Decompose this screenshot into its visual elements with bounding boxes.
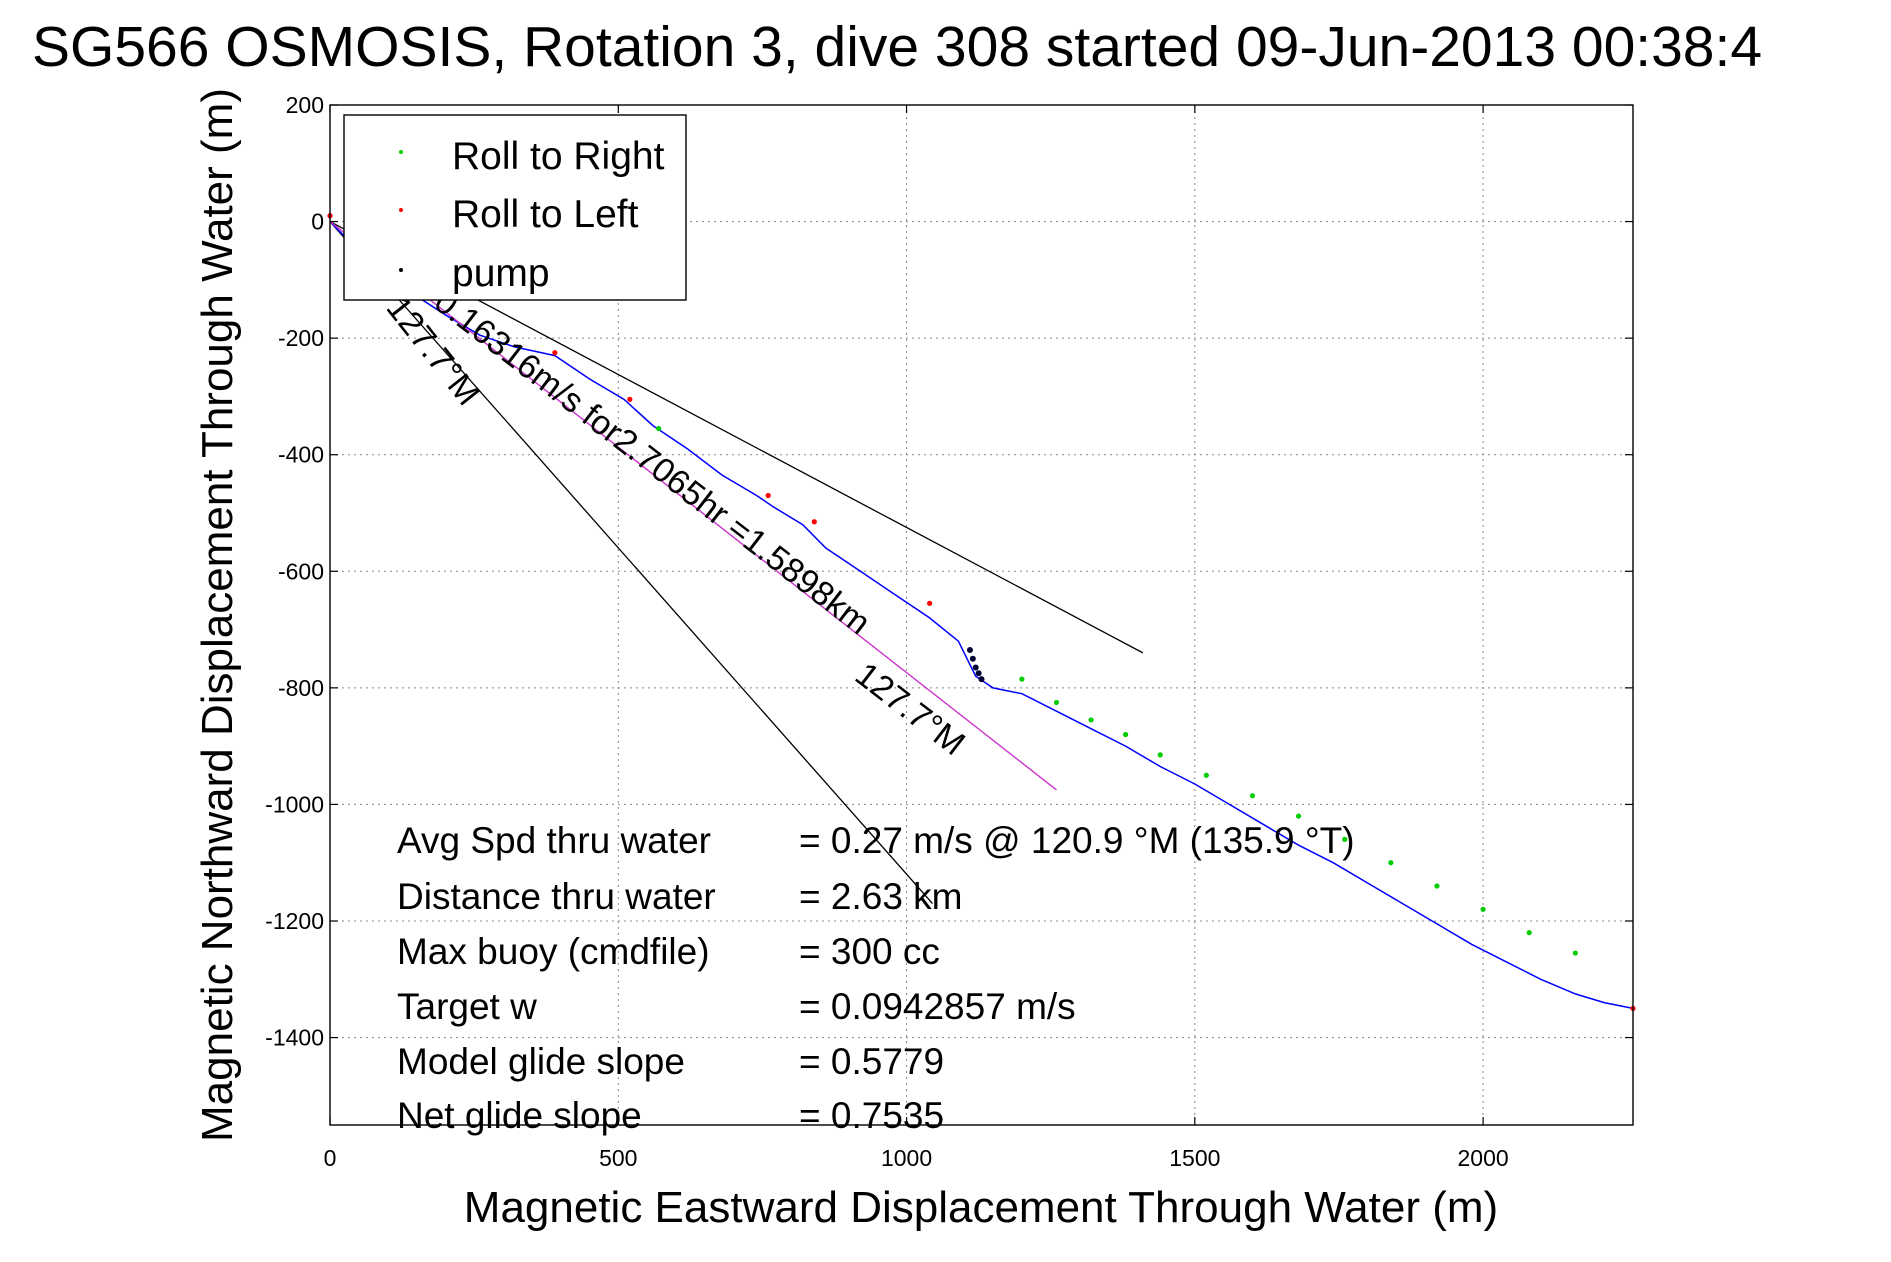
legend-marker-roll-left xyxy=(399,208,403,212)
legend-label-roll-left: Roll to Left xyxy=(452,193,639,236)
chart-title: SG566 OSMOSIS, Rotation 3, dive 308 star… xyxy=(32,15,1762,79)
legend: Roll to Right Roll to Left pump xyxy=(343,114,687,301)
stats-box: Avg Spd thru water = 0.27 m/s @ 120.9 °M… xyxy=(397,820,1355,1136)
roll-right-point xyxy=(1123,731,1129,738)
stats-value: = 0.5779 xyxy=(799,1041,944,1082)
legend-label-roll-right: Roll to Right xyxy=(452,135,665,178)
x-tick-label: 2000 xyxy=(1458,1145,1509,1171)
stats-label: Net glide slope xyxy=(397,1095,642,1136)
series-line-reference xyxy=(329,221,1057,791)
y-axis: 200 0 -200 -400 -600 -800 -1000 -1200 -1400 xyxy=(265,92,1633,1051)
stats-label: Avg Spd thru water xyxy=(397,820,711,861)
series-layer xyxy=(329,220,1634,1010)
roll-right-point xyxy=(1526,930,1532,936)
roll-right-point xyxy=(1203,772,1209,778)
roll-right-point xyxy=(1249,793,1256,799)
stats-value: = 0.27 m/s @ 120.9 °M (135.9 °T) xyxy=(799,820,1355,861)
pump-point xyxy=(978,676,985,683)
series-line-track xyxy=(329,221,1634,1010)
x-tick-label: 1000 xyxy=(881,1145,932,1171)
roll-right-point xyxy=(1388,860,1394,866)
pump-point xyxy=(972,664,979,671)
x-axis: 0 500 1000 1500 2000 xyxy=(324,105,1509,1171)
roll-right-point xyxy=(1088,717,1094,723)
pump-point xyxy=(966,646,973,653)
roll-left-point xyxy=(927,600,933,606)
roll-left-point xyxy=(811,519,817,525)
stats-label: Distance thru water xyxy=(397,876,716,917)
legend-marker-roll-right xyxy=(399,150,403,154)
roll-right-point xyxy=(656,425,662,432)
y-tick-label: -200 xyxy=(278,325,324,351)
roll-right-point xyxy=(1434,883,1440,889)
roll-left-point xyxy=(765,492,771,499)
pump-point xyxy=(975,670,982,677)
y-tick-label: 200 xyxy=(286,92,324,118)
y-tick-label: -800 xyxy=(278,675,324,701)
y-axis-label: Magnetic Northward Displacement Through … xyxy=(193,88,242,1142)
y-tick-label: -1000 xyxy=(265,791,324,817)
roll-right-point xyxy=(1572,950,1578,956)
stats-label: Model glide slope xyxy=(397,1041,685,1082)
plot-frame xyxy=(329,104,1634,1126)
x-tick-label: 500 xyxy=(599,1145,637,1171)
roll-right-point xyxy=(1296,813,1302,819)
roll-right-point xyxy=(1157,752,1163,758)
roll-right-point xyxy=(1342,836,1348,843)
roll-left-point xyxy=(552,350,558,356)
stats-value: = 2.63 km xyxy=(799,876,963,917)
roll-left-point xyxy=(627,396,633,402)
stats-value: = 300 cc xyxy=(799,931,940,972)
stats-label: Target w xyxy=(397,986,537,1027)
y-tick-label: -1400 xyxy=(265,1025,324,1051)
x-tick-label: 0 xyxy=(324,1145,337,1171)
stats-label: Max buoy (cmdfile) xyxy=(397,931,710,972)
y-tick-label: -600 xyxy=(278,558,324,584)
y-tick-label: -400 xyxy=(278,442,324,468)
roll-right-point xyxy=(1053,699,1060,706)
stats-value: = 0.0942857 m/s xyxy=(799,986,1076,1027)
roll-right-point xyxy=(1019,676,1025,682)
legend-label-pump: pump xyxy=(452,252,550,295)
heading-line xyxy=(329,221,933,904)
pump-point xyxy=(969,655,976,662)
y-tick-label: -1200 xyxy=(265,908,324,934)
x-tick-label: 1500 xyxy=(1169,1145,1220,1171)
stats-value: = 0.7535 xyxy=(799,1095,944,1136)
roll-right-point xyxy=(1480,906,1486,912)
legend-marker-pump xyxy=(399,268,403,272)
x-axis-label: Magnetic Eastward Displacement Through W… xyxy=(464,1183,1498,1232)
y-tick-label: 0 xyxy=(311,209,324,235)
